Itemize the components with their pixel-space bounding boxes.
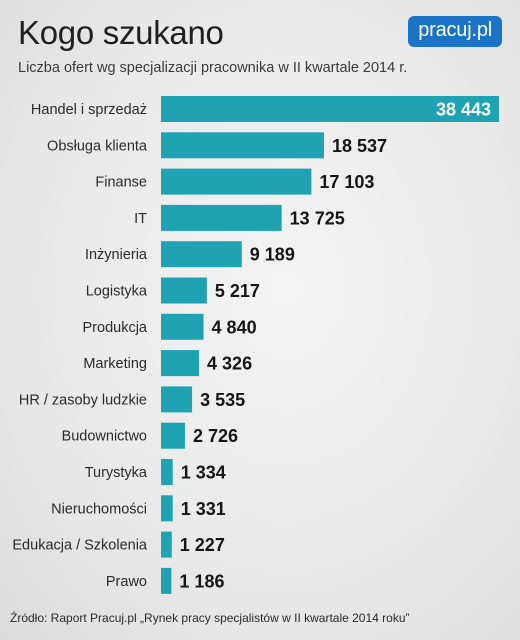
bar (161, 495, 173, 522)
bar (161, 350, 200, 377)
value-label: 3 535 (200, 390, 245, 410)
bar (161, 422, 185, 449)
category-label: Budownictwo (62, 429, 147, 445)
value-label: 9 189 (250, 245, 295, 265)
bar (161, 96, 499, 122)
value-label: 1 334 (181, 463, 226, 483)
category-label: Inżynieria (85, 247, 148, 263)
value-label: 17 103 (319, 172, 374, 192)
value-label: 18 537 (332, 136, 387, 156)
bar (161, 386, 193, 413)
bar (161, 132, 324, 159)
value-label: 4 326 (207, 354, 252, 374)
value-label: 1 331 (181, 499, 226, 519)
value-label: 13 725 (290, 208, 345, 228)
category-label: Obsługa klienta (47, 138, 148, 154)
bar (161, 313, 204, 340)
bar (161, 567, 172, 594)
category-label: Logistyka (86, 284, 148, 300)
bar (161, 277, 207, 304)
bar (161, 241, 242, 268)
value-label: 38 443 (436, 100, 491, 120)
category-label: IT (134, 211, 147, 227)
category-label: Prawo (106, 574, 147, 590)
brand-logo: pracuj.pl (408, 16, 502, 47)
category-label: Finanse (95, 175, 147, 191)
source-note: Źródło: Raport Pracuj.pl „Rynek pracy sp… (10, 611, 410, 625)
category-label: Turystyka (85, 465, 148, 481)
category-label: Handel i sprzedaż (31, 102, 147, 118)
category-label: Produkcja (83, 320, 148, 336)
chart-title: Kogo szukano (18, 14, 224, 51)
value-label: 5 217 (215, 281, 260, 301)
bar (161, 531, 172, 558)
bar (161, 168, 312, 195)
category-label: Nieruchomości (51, 501, 147, 517)
value-label: 4 840 (212, 317, 257, 337)
bar (161, 204, 282, 231)
bar (161, 459, 173, 485)
value-label: 1 186 (179, 571, 224, 591)
category-label: HR / zasoby ludzkie (19, 392, 147, 408)
chart-subtitle: Liczba ofert wg specjalizacji pracownika… (18, 60, 408, 76)
category-label: Edukacja / Szkolenia (12, 538, 148, 554)
category-label: Marketing (83, 356, 147, 372)
value-label: 1 227 (180, 535, 225, 555)
value-label: 2 726 (193, 426, 238, 446)
